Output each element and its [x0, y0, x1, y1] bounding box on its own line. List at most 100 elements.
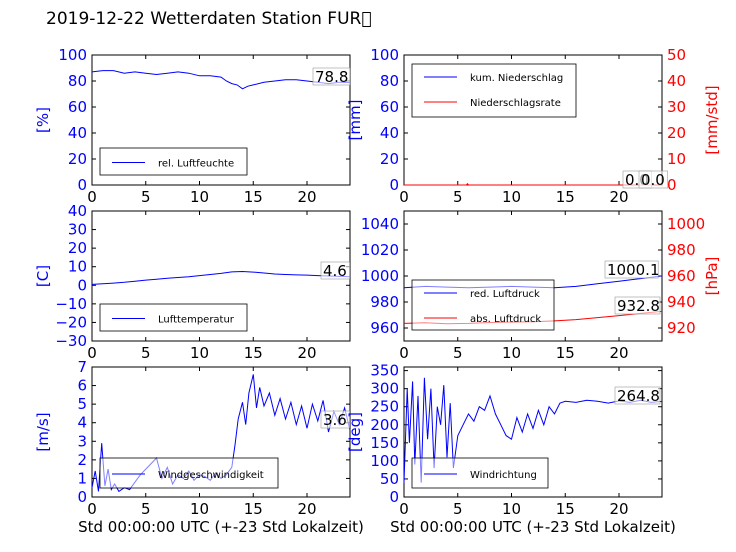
legend-label: red. Luftdruck	[470, 289, 540, 300]
last-value-label: 932.8	[617, 297, 660, 315]
x-tick-label: 10	[190, 344, 209, 362]
legend-box	[99, 147, 248, 176]
x-tick-label: 0	[87, 344, 97, 362]
y-tick-label: 80	[380, 72, 399, 90]
figure-title: 2019-12-22 Wetterdaten Station FUR 	[46, 9, 372, 29]
y2-tick-label: 10	[667, 150, 686, 168]
y-tick-label: 20	[68, 150, 87, 168]
legend-box	[411, 457, 549, 489]
x-tick-label: 20	[609, 500, 628, 518]
y-tick-label: 0	[389, 488, 399, 506]
legend-label: Niederschlagsrate	[470, 98, 561, 109]
y-tick-label: 20	[68, 239, 87, 257]
legend-label: rel. Luftfeuchte	[158, 159, 234, 170]
y-tick-label: 5	[77, 395, 87, 413]
pressure-panel: 0 5 10 15 20 960 980 1000 1020 1040 920 940 960 980 10…	[361, 210, 721, 362]
last-value-box	[614, 296, 661, 315]
legend-box	[99, 303, 248, 332]
x-tick-label: 15	[244, 344, 263, 362]
y-tick-label: 30	[68, 221, 87, 239]
series-line	[403, 377, 663, 483]
y-tick-label: 7	[77, 358, 87, 376]
y2-tick-label: 20	[667, 124, 686, 142]
y-tick-label: 0	[77, 176, 87, 194]
last-value-label: 4.6	[323, 262, 347, 280]
x-tick-label: 15	[244, 188, 263, 206]
x-tick-label: 15	[244, 500, 263, 518]
last-value-box	[638, 170, 668, 189]
x-tick-label: 0	[399, 344, 409, 362]
y-tick-label: 40	[68, 202, 87, 220]
x-tick-label: 5	[453, 500, 463, 518]
y-tick-label: 250	[370, 398, 399, 416]
y-tick-label: 200	[370, 416, 399, 434]
last-value-box	[320, 261, 350, 280]
last-value-label: 3.6	[323, 411, 347, 429]
x-axis-label: Std 00:00:00 UTC (+-23 Std Lokalzeit)	[390, 518, 676, 536]
y-tick-label: 60	[380, 98, 399, 116]
x-tick-label: 15	[556, 500, 575, 518]
y-tick-label: 1	[77, 469, 87, 487]
y2-axis-label: [mm/std]	[703, 85, 721, 154]
y-axis-label: [deg]	[346, 412, 364, 452]
y-axis-label: [%]	[34, 107, 52, 133]
plot-frame	[403, 366, 663, 498]
y2-tick-label: 940	[667, 293, 696, 311]
x-tick-label: 20	[297, 344, 316, 362]
y-tick-label: −30	[55, 332, 87, 350]
y-tick-label: 50	[380, 470, 399, 488]
y-tick-label: 150	[370, 434, 399, 452]
y-tick-label: −10	[55, 295, 87, 313]
legend-label: kum. Niederschlag	[470, 73, 563, 84]
legend-label: Windgeschwindigkeit	[158, 470, 264, 481]
series-line	[91, 270, 351, 285]
x-tick-label: 10	[502, 344, 521, 362]
x-tick-label: 5	[141, 188, 151, 206]
x-tick-label: 10	[190, 500, 209, 518]
y-tick-label: 350	[370, 362, 399, 380]
y-tick-label: 20	[380, 150, 399, 168]
y2-tick-label: 0	[667, 176, 677, 194]
last-value-label: 264.8	[617, 387, 660, 405]
plot-frame	[91, 54, 351, 186]
y-tick-label: 100	[370, 452, 399, 470]
y-tick-label: 80	[68, 72, 87, 90]
y-tick-label: 0	[389, 176, 399, 194]
x-tick-label: 10	[502, 188, 521, 206]
y-tick-label: 2	[77, 451, 87, 469]
legend-label: Windrichtung	[470, 470, 537, 481]
y2-tick-label: 1000	[667, 215, 705, 233]
y-tick-label: 3	[77, 432, 87, 450]
y2-tick-label: 960	[667, 267, 696, 285]
last-value-box	[604, 260, 659, 279]
legend-box	[411, 63, 577, 118]
x-axis-label: Std 00:00:00 UTC (+-23 Std Lokalzeit)	[78, 518, 364, 536]
y-axis-label: [m/s]	[34, 412, 52, 451]
last-value-label: 0.0	[641, 171, 665, 189]
y-tick-label: 0	[77, 488, 87, 506]
y2-tick-label: 30	[667, 98, 686, 116]
x-tick-label: 15	[556, 344, 575, 362]
y-tick-label: 10	[68, 258, 87, 276]
y-tick-label: 4	[77, 414, 87, 432]
legend-box	[411, 279, 555, 331]
series-line	[91, 70, 351, 90]
x-tick-label: 0	[399, 188, 409, 206]
plot-frame	[91, 210, 351, 342]
y-tick-label: 0	[77, 276, 87, 294]
humidity-panel: 0 5 10 15 20 0 20 40 60 80 100 [%] rel. Luftfeuchte 7…	[34, 46, 351, 206]
y-tick-label: 60	[68, 98, 87, 116]
series-line	[404, 182, 662, 186]
x-tick-label: 5	[141, 344, 151, 362]
plot-frame	[91, 366, 351, 498]
x-tick-label: 5	[453, 188, 463, 206]
y2-axis-label: [hPa]	[703, 257, 721, 296]
y-tick-label: −20	[55, 313, 87, 331]
x-tick-label: 15	[556, 188, 575, 206]
y-tick-label: 1020	[361, 241, 399, 259]
y2-tick-label: 920	[667, 319, 696, 337]
last-value-box	[320, 410, 350, 429]
y-axis-label: [mm]	[346, 100, 364, 141]
